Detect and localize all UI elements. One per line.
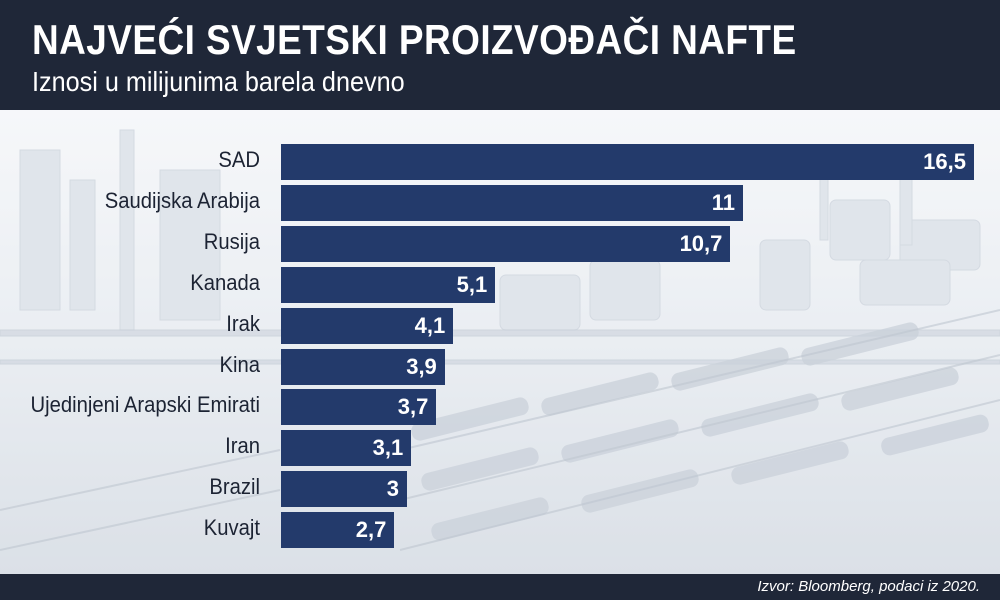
bar <box>281 225 731 262</box>
chart-subtitle: Iznosi u milijunima barela dnevno <box>32 66 405 97</box>
bar <box>281 471 407 508</box>
bar <box>281 144 974 180</box>
value-label: 4,1 <box>414 312 446 338</box>
source-note: Izvor: Bloomberg, podaci iz 2020. <box>757 578 980 595</box>
value-label: 3,7 <box>397 394 429 420</box>
value-label: 11 <box>711 189 735 215</box>
category-label: Kina <box>219 351 260 377</box>
bar <box>281 266 496 303</box>
category-label: SAD <box>218 147 260 172</box>
bar <box>281 430 412 467</box>
bar <box>281 307 454 344</box>
value-label: 3 <box>386 476 399 502</box>
category-label: Iran <box>225 433 260 459</box>
value-label: 10,7 <box>679 230 723 256</box>
category-label: Kuvajt <box>203 515 260 541</box>
value-label: 16,5 <box>923 149 966 174</box>
bar-chart: SAD 16,5 Saudijska Arabija 11 Rusija 10,7 Kana… <box>0 110 1000 574</box>
bar <box>281 348 445 385</box>
category-label: Ujedinjeni Arapski Emirati <box>30 392 261 418</box>
category-label: Rusija <box>203 228 260 254</box>
bar <box>281 512 395 549</box>
value-label: 3,9 <box>406 353 437 379</box>
value-label: 3,1 <box>372 435 404 461</box>
value-label: 5,1 <box>456 271 488 297</box>
category-label: Saudijska Arabija <box>104 187 260 213</box>
category-label: Irak <box>226 310 260 336</box>
header: NAJVEĆI SVJETSKI PROIZVOĐAČI NAFTE Iznos… <box>0 0 1000 110</box>
footer: Izvor: Bloomberg, podaci iz 2020. <box>0 574 1000 600</box>
category-label: Kanada <box>190 269 260 295</box>
chart-title: NAJVEĆI SVJETSKI PROIZVOĐAČI NAFTE <box>32 16 797 63</box>
category-label: Brazil <box>209 474 260 500</box>
bar <box>281 389 437 426</box>
bar <box>281 184 743 221</box>
value-label: 2,7 <box>355 517 387 543</box>
